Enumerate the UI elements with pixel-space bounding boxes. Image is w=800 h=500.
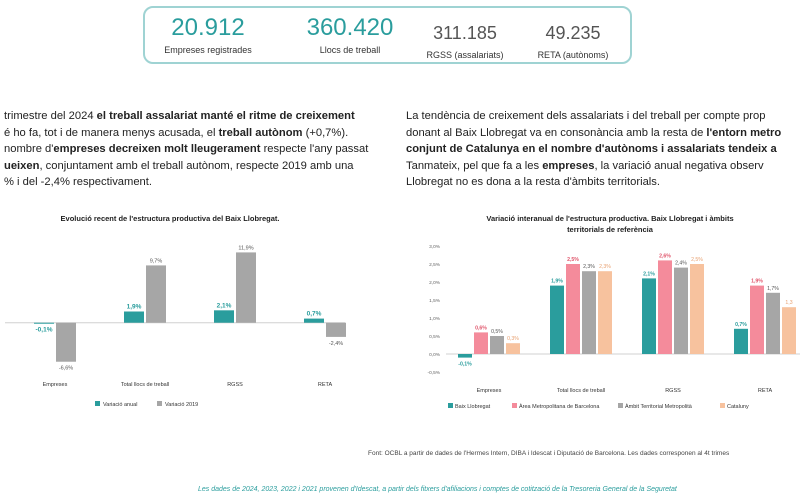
- y-tick-label: -0,5%: [427, 370, 440, 376]
- bar-series-3: [690, 264, 704, 354]
- legend-label: Cataluny: [727, 404, 749, 410]
- legend-label: Àmbit Territorial Metropolità: [625, 403, 693, 410]
- y-tick-label: 2,0%: [429, 280, 441, 286]
- chart1-title: Evolució recent de l'estructura producti…: [60, 214, 280, 223]
- legend-swatch: [448, 403, 453, 408]
- data-label: 2,3%: [583, 264, 595, 270]
- chart2: -0,5% 0,0% 0,5% 1,0% 1,5% 2,0% 2,5% 3,0% -0,1% 0,…: [427, 244, 800, 410]
- data-label: 1,9%: [127, 304, 142, 311]
- category-label: Total llocs de treball: [557, 388, 605, 394]
- legend-swatch: [95, 401, 100, 406]
- kpi-llocs: 360.420 Llocs de treball: [295, 14, 405, 55]
- bar-series-0: [550, 285, 564, 354]
- bar-series-2: [674, 267, 688, 354]
- kpi-rgss: 311.185 RGSS (assalariats): [415, 19, 515, 60]
- category-label: Empreses: [43, 382, 68, 388]
- legend-label: Àrea Metropolitana de Barcelona: [519, 403, 600, 410]
- bar-series-3: [782, 307, 796, 354]
- y-tick-label: 1,0%: [429, 316, 441, 322]
- bar-variacio-2019: [236, 252, 256, 323]
- bar-variacio-2019: [326, 322, 346, 337]
- kpi-label: RETA (autònoms): [537, 50, 609, 60]
- y-tick-label: 1,5%: [429, 298, 441, 304]
- data-label: 2,1%: [643, 271, 655, 277]
- y-tick-label: 2,5%: [429, 262, 441, 268]
- data-label: 0,7%: [735, 322, 747, 328]
- data-label: 11,9%: [238, 245, 253, 251]
- y-tick-label: 0,0%: [429, 352, 441, 358]
- legend-label: Variació anual: [103, 402, 137, 408]
- kpi-reta: 49.235 RETA (autònoms): [528, 19, 618, 60]
- bar-series-0: [458, 354, 472, 358]
- data-label: 9,7%: [150, 258, 163, 264]
- data-label: 1,3: [785, 300, 792, 306]
- footer-note: Les dades de 2024, 2023, 2022 i 2021 pro…: [198, 486, 677, 493]
- chart1: -0,1% -6,6% Empreses 1,9% 9,7% Total llocs de…: [5, 245, 346, 408]
- data-label: -6,6%: [59, 366, 73, 372]
- bar-series-0: [734, 328, 748, 354]
- bar-variacio-anual: [304, 318, 324, 323]
- category-label: RGSS: [665, 388, 681, 394]
- paragraph-left: trimestre del 2024 el treball assalariat…: [4, 110, 369, 188]
- chart2-title: Variació interanual de l'estructura prod…: [486, 214, 734, 234]
- data-label: 2,3%: [599, 264, 611, 270]
- bar-series-1: [750, 285, 764, 354]
- bar-series-1: [658, 260, 672, 354]
- bar-series-3: [506, 343, 520, 354]
- bar-variacio-anual: [124, 311, 144, 323]
- data-label: 1,9%: [751, 279, 763, 285]
- data-label: 0,5%: [491, 329, 503, 335]
- data-label: 0,7%: [307, 311, 322, 318]
- bar-variacio-anual: [34, 322, 54, 324]
- kpi-panel: 20.912 Empreses registrades 360.420 Lloc…: [143, 6, 632, 64]
- category-label: RGSS: [227, 382, 243, 388]
- kpi-value: 20.912: [171, 14, 245, 41]
- data-label: 2,1%: [217, 302, 232, 309]
- kpi-label: RGSS (assalariats): [426, 50, 504, 60]
- bar-series-3: [598, 271, 612, 354]
- kpi-value: 49.235: [545, 23, 601, 43]
- bar-variacio-2019: [146, 265, 166, 323]
- y-tick-label: 3,0%: [429, 244, 441, 250]
- kpi-empreses: 20.912 Empreses registrades: [163, 14, 253, 55]
- data-label: -2,4%: [329, 341, 343, 347]
- bar-series-2: [490, 336, 504, 354]
- data-label: 2,4%: [675, 261, 687, 267]
- data-label: 2,6%: [659, 253, 671, 259]
- category-label: Empreses: [477, 388, 502, 394]
- data-label: 0,3%: [507, 336, 519, 342]
- source-note: Font: OCBL a partir de dades de l'Hermes…: [368, 450, 730, 457]
- legend-swatch: [512, 403, 517, 408]
- bar-variacio-2019: [56, 322, 76, 362]
- legend-label: Variació 2019: [165, 402, 198, 408]
- kpi-label: Empreses registrades: [164, 45, 252, 55]
- legend-label: Baix Llobregat: [455, 404, 491, 410]
- kpi-value: 360.420: [306, 14, 394, 41]
- data-label: 1,9%: [551, 279, 563, 285]
- bar-series-1: [474, 332, 488, 354]
- data-label: -0,1%: [458, 362, 472, 368]
- category-label: RETA: [758, 388, 773, 394]
- bar-series-2: [582, 271, 596, 354]
- legend-swatch: [618, 403, 623, 408]
- paragraph-right: La tendència de creixement dels assalari…: [406, 110, 782, 188]
- data-label: 2,5%: [691, 257, 703, 263]
- data-label: -0,1%: [36, 326, 53, 333]
- category-label: RETA: [318, 382, 333, 388]
- category-label: Total llocs de treball: [121, 382, 169, 388]
- legend-swatch: [720, 403, 725, 408]
- bar-series-1: [566, 264, 580, 354]
- data-label: 2,5%: [567, 257, 579, 263]
- bar-series-2: [766, 292, 780, 354]
- bar-variacio-anual: [214, 310, 234, 323]
- kpi-value: 311.185: [433, 23, 497, 43]
- y-tick-label: 0,5%: [429, 334, 441, 340]
- data-label: 0,6%: [475, 325, 487, 331]
- data-label: 1,7%: [767, 286, 779, 292]
- legend-swatch: [157, 401, 162, 406]
- kpi-label: Llocs de treball: [319, 45, 381, 55]
- bar-series-0: [642, 278, 656, 354]
